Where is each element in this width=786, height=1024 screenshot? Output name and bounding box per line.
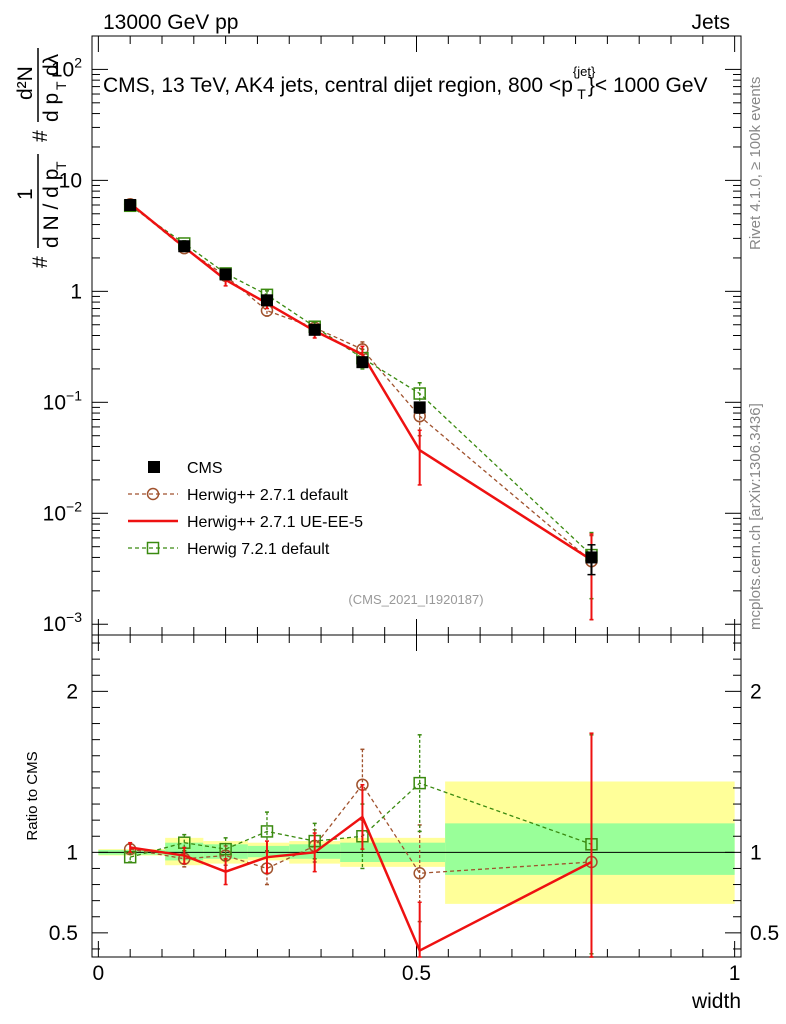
data-point-cms bbox=[124, 198, 137, 211]
x-tick-label: 1 bbox=[729, 962, 741, 985]
rivet-label: Rivet 4.1.0, ≥ 100k events bbox=[747, 77, 764, 250]
legend-label-herwigpp_ueee5: Herwig++ 2.7.1 UE-EE-5 bbox=[187, 514, 363, 531]
y-label-one: 1 bbox=[14, 188, 37, 200]
y-label-dl: dλ bbox=[40, 53, 63, 76]
y-label-hash2: # bbox=[29, 130, 52, 142]
y-label-T: T bbox=[53, 161, 69, 170]
y-label-dp: d p bbox=[40, 93, 63, 122]
data-point-herwig7 bbox=[413, 387, 426, 400]
y-label-dN: d N / d p bbox=[40, 169, 63, 248]
legend-marker-herwig7 bbox=[146, 541, 160, 555]
ratio-y-axis-label: Ratio to CMS bbox=[24, 751, 41, 840]
data-point-herwig7 bbox=[219, 842, 232, 856]
series-line-herwigpp_ueee5 bbox=[129, 814, 593, 953]
data-point-cms bbox=[356, 356, 369, 369]
data-point-herwig7 bbox=[413, 776, 426, 790]
y-label-hash: # bbox=[29, 256, 52, 268]
ratio-y-tick-label-right: 0.5 bbox=[750, 922, 779, 945]
header-left: 13000 GeV pp bbox=[103, 11, 238, 34]
data-point-cms bbox=[260, 294, 273, 307]
series-line-herwig7 bbox=[129, 205, 592, 556]
y-tick-label: 10−2 bbox=[43, 498, 83, 525]
header-right: Jets bbox=[691, 11, 730, 34]
ratio-y-tick-label-right: 1 bbox=[750, 841, 762, 864]
y-tick-label: 1 bbox=[70, 280, 82, 303]
series-line-herwigpp_ueee5 bbox=[129, 202, 593, 561]
legend-marker-cms bbox=[148, 461, 160, 473]
x-tick-label: 0 bbox=[93, 962, 105, 985]
data-point-herwigpp_default bbox=[413, 867, 426, 880]
data-point-cms bbox=[413, 401, 426, 414]
y-tick-label: 102 bbox=[51, 54, 82, 81]
legend: CMS Herwig++ 2.7.1 default Herwig++ 2.7.1 … bbox=[128, 460, 363, 558]
data-point-cms bbox=[219, 268, 232, 281]
series-line-herwig7 bbox=[130, 782, 592, 858]
data-point-herwig7 bbox=[260, 825, 274, 838]
x-tick-label: 0.5 bbox=[402, 962, 431, 985]
ratio-panel: 0 0.5 1 width 0.5 0.5 1 1 2 2 Ratio to CMS bbox=[24, 634, 779, 1013]
ratio-y-tick-label: 2 bbox=[66, 680, 78, 703]
legend-marker-herwigpp_default bbox=[146, 487, 160, 501]
legend-label-cms: CMS bbox=[187, 460, 223, 477]
ratio-y-tick-label: 0.5 bbox=[49, 922, 78, 945]
ratio-y-tick-label: 1 bbox=[66, 841, 78, 864]
y-tick-label: 10−3 bbox=[43, 609, 83, 636]
ratio-frame bbox=[91, 634, 742, 958]
data-point-cms bbox=[308, 323, 321, 336]
chart-title: CMS, 13 TeV, AK4 jets, central dijet reg… bbox=[103, 64, 708, 102]
y-label-T2: T bbox=[53, 81, 69, 90]
series-line-herwigpp_default bbox=[130, 783, 592, 874]
x-axis-label: width bbox=[691, 990, 741, 1013]
y-label-d2N: d²N bbox=[14, 66, 37, 100]
legend-label-herwigpp_default: Herwig++ 2.7.1 default bbox=[187, 487, 349, 504]
y-tick-label: 10 bbox=[59, 169, 82, 192]
data-point-cms bbox=[585, 551, 598, 564]
data-point-cms bbox=[178, 240, 191, 253]
watermark: (CMS_2021_I1920187) bbox=[348, 592, 483, 607]
y-tick-label: 10−1 bbox=[43, 387, 83, 414]
ratio-y-tick-label-right: 2 bbox=[750, 680, 762, 703]
ratio-band-inner bbox=[247, 845, 290, 858]
legend-label-herwig7: Herwig 7.2.1 default bbox=[187, 541, 330, 558]
mcplots-label: mcplots.cern.ch [arXiv:1306.3436] bbox=[747, 403, 764, 630]
